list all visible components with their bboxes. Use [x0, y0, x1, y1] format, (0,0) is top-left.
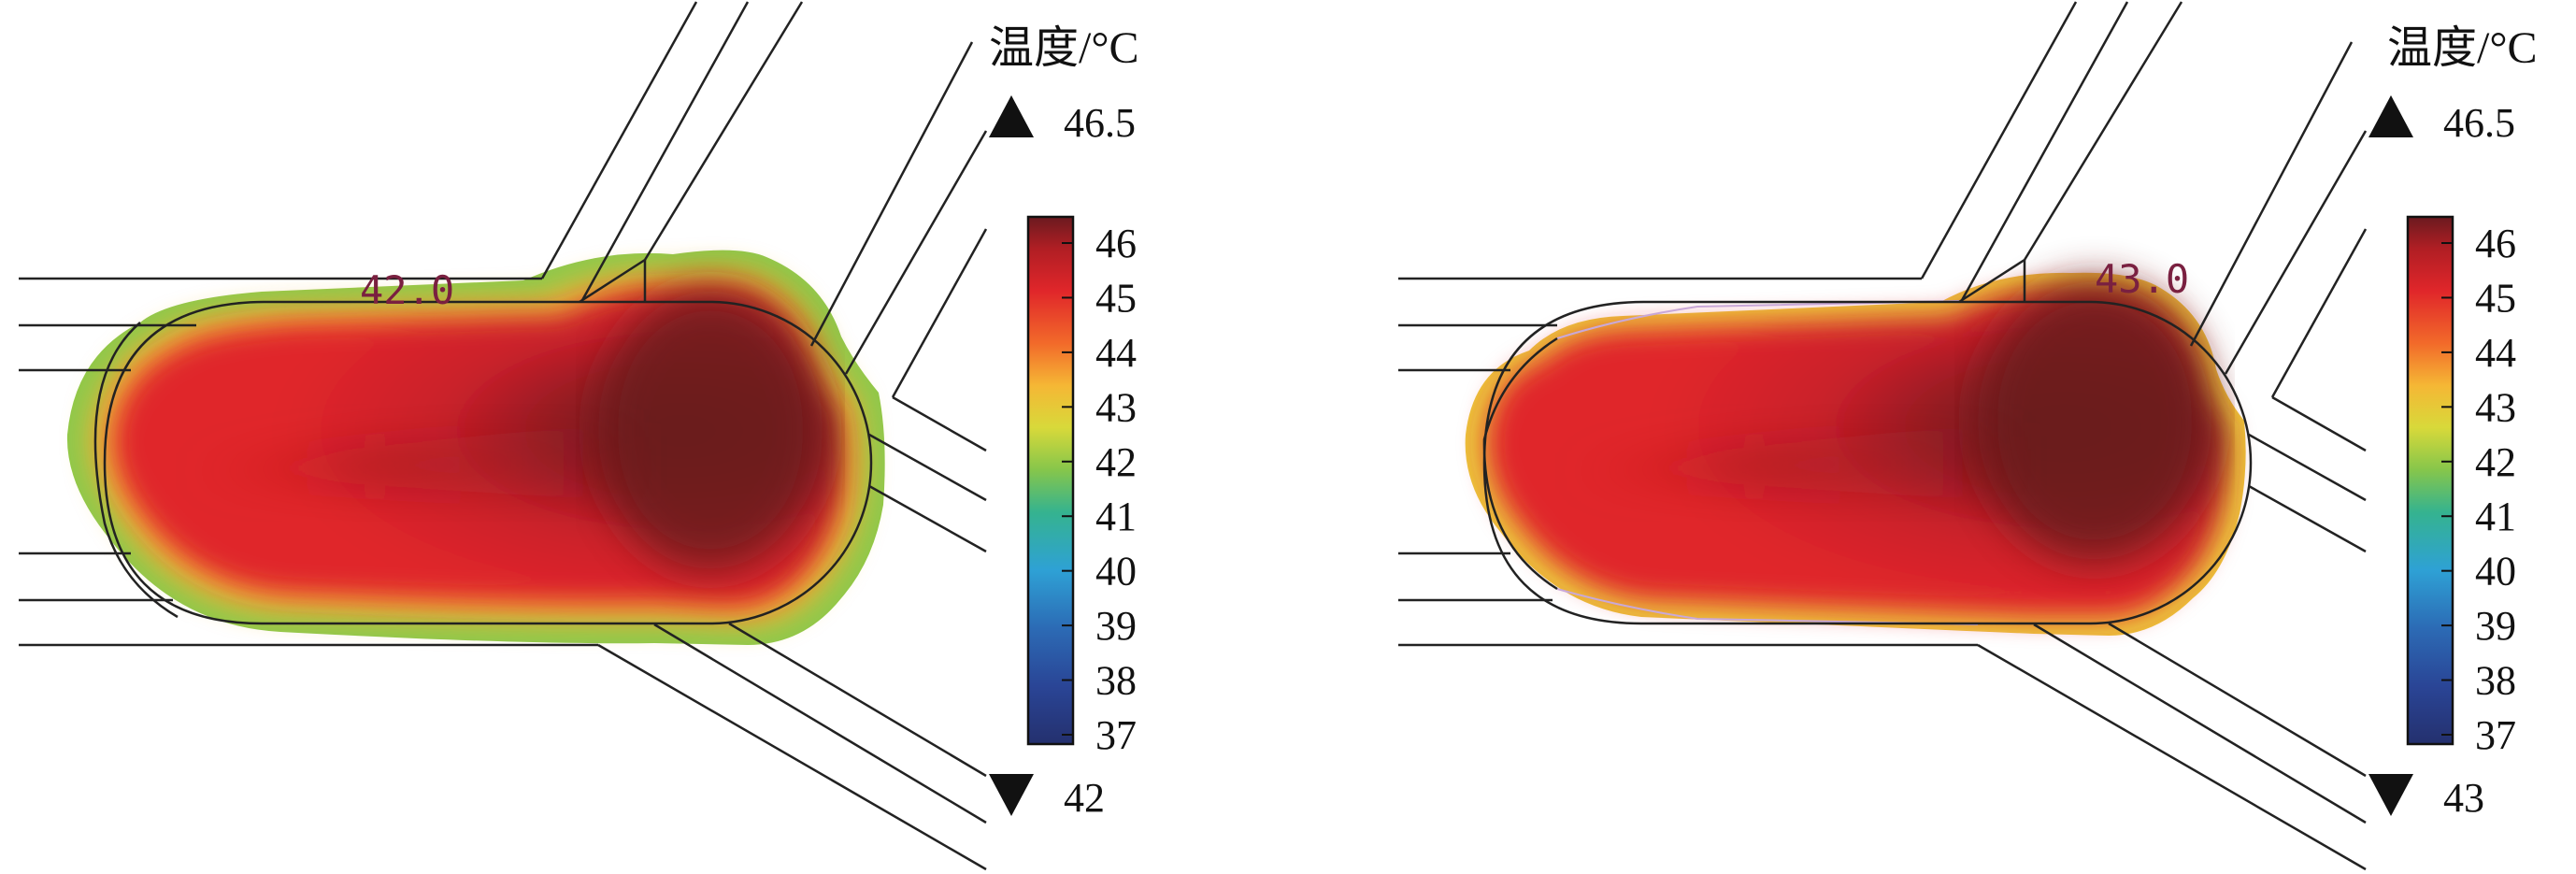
right-colorbar-tick-label: 46 — [2475, 221, 2516, 266]
left-colorbar-tick-label: 39 — [1095, 603, 1137, 649]
right-divider-1 — [1958, 258, 2025, 304]
left-colorbar-tick-label: 44 — [1095, 330, 1137, 376]
left-max-label: 46.5 — [1064, 100, 1136, 146]
right-heat-streak — [1567, 421, 2034, 505]
right-panel: 43.0 温度/°C 46.5 46 45 44 43 42 41 40 39 38 37 43 — [1398, 1, 2538, 871]
right-channel-lines — [1398, 1, 2368, 871]
right-isotherm-label: 43.0 — [2095, 256, 2189, 302]
left-colorbar-tick-label: 43 — [1095, 384, 1137, 430]
right-colorbar-ticks: 46 45 44 43 42 41 40 39 38 37 — [2441, 221, 2516, 758]
left-isotherm-label: 42.0 — [360, 267, 454, 313]
left-colorbar-tick-label: 45 — [1095, 275, 1137, 321]
right-max-label: 46.5 — [2443, 100, 2515, 146]
right-hotspot — [1978, 280, 2211, 561]
right-outline-edge — [1482, 337, 1558, 591]
left-stadium-outline — [103, 300, 873, 625]
right-stadium-outline — [1482, 300, 2253, 625]
right-colorbar-tick-label: 45 — [2475, 275, 2516, 321]
right-colorbar-tick-label: 42 — [2475, 439, 2516, 485]
left-colorbar-tick-label: 41 — [1095, 494, 1137, 539]
right-colorbar-tick-label: 39 — [2475, 603, 2516, 649]
right-colorbar-tick-label: 41 — [2475, 494, 2516, 539]
right-edge-trace-bottom — [1556, 588, 1979, 625]
right-colorbar — [2406, 215, 2454, 746]
right-min-label: 43 — [2443, 775, 2484, 821]
left-outline-edge — [93, 322, 179, 619]
right-edge-trace-top — [1556, 300, 1960, 339]
right-colorbar-tick-label: 44 — [2475, 330, 2516, 376]
left-panel: 42.0 温度/°C 46.5 46 45 44 43 42 41 40 39 38 37 42 — [19, 1, 1139, 871]
right-unit-title: 温度/°C — [2387, 23, 2538, 73]
left-divider-1 — [579, 258, 646, 304]
left-min-label: 42 — [1064, 775, 1105, 821]
right-colorbar-tick-label: 38 — [2475, 658, 2516, 704]
left-unit-title: 温度/°C — [989, 23, 1139, 73]
left-colorbar-tick-label: 37 — [1095, 712, 1137, 758]
left-channel-lines — [19, 1, 988, 871]
left-max-triangle-body — [989, 95, 1034, 137]
left-colorbar — [1026, 215, 1075, 746]
right-max-triangle-icon — [2368, 95, 2413, 137]
right-min-triangle-icon — [2368, 774, 2413, 816]
left-colorbar-ticks: 46 45 44 43 42 41 40 39 38 37 — [1062, 221, 1137, 758]
left-colorbar-tick-label: 46 — [1095, 221, 1137, 266]
left-colorbar-tick-label: 40 — [1095, 549, 1137, 595]
right-colorbar-tick-label: 40 — [2475, 549, 2516, 595]
left-heat-streak — [187, 421, 654, 505]
left-colorbar-tick-label: 38 — [1095, 658, 1137, 704]
right-colorbar-tick-label: 43 — [2475, 384, 2516, 430]
right-colorbar-tick-label: 37 — [2475, 712, 2516, 758]
left-colorbar-tick-label: 42 — [1095, 439, 1137, 485]
left-min-triangle-icon — [989, 774, 1034, 816]
